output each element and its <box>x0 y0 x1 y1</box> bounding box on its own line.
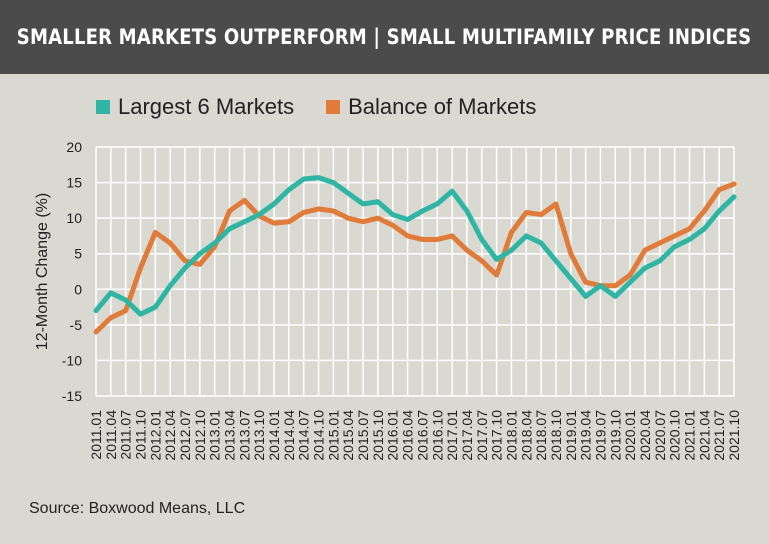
legend-label: Balance of Markets <box>348 94 537 119</box>
x-tick-label: 2021.07 <box>711 410 727 461</box>
x-tick-label: 2015.10 <box>370 410 386 461</box>
x-tick-label: 2013.07 <box>236 410 252 461</box>
x-tick-label: 2012.01 <box>147 410 163 461</box>
x-tick-label: 2019.01 <box>563 410 579 461</box>
y-axis-label: 12-Month Change (%) <box>34 193 51 350</box>
x-tick-label: 2013.10 <box>251 410 267 461</box>
x-tick-label: 2021.10 <box>726 410 742 461</box>
legend-swatch <box>96 100 110 114</box>
y-tick-label: -5 <box>70 317 83 333</box>
x-tick-label: 2020.01 <box>622 410 638 461</box>
legend-item-largest-6: Largest 6 Markets <box>96 94 294 120</box>
y-tick-label: 0 <box>74 281 82 297</box>
header-bar: SMALLER MARKETS OUTPERFORM | SMALL MULTI… <box>0 0 769 74</box>
x-tick-label: 2021.04 <box>696 410 712 461</box>
x-tick-label: 2017.01 <box>444 410 460 461</box>
legend-swatch <box>326 100 341 114</box>
x-tick-label: 2013.01 <box>207 410 223 461</box>
y-tick-label: -10 <box>62 352 82 368</box>
x-tick-label: 2018.01 <box>503 410 519 461</box>
x-tick-label: 2015.01 <box>325 410 341 461</box>
x-tick-label: 2014.01 <box>266 410 282 461</box>
x-tick-label: 2015.04 <box>340 410 356 461</box>
x-tick-label: 2014.07 <box>296 410 312 461</box>
x-tick-label: 2012.07 <box>177 410 193 461</box>
x-tick-label: 2019.07 <box>592 410 608 461</box>
x-tick-label: 2011.04 <box>103 410 119 460</box>
x-tick-label: 2014.04 <box>281 410 297 461</box>
x-tick-label: 2020.07 <box>652 410 668 461</box>
x-tick-label: 2017.10 <box>489 410 505 461</box>
x-tick-label: 2020.04 <box>637 410 653 461</box>
x-tick-label: 2011.01 <box>88 410 104 460</box>
x-tick-label: 2019.10 <box>607 410 623 461</box>
y-tick-label: 20 <box>66 139 82 155</box>
x-tick-label: 2019.04 <box>578 410 594 461</box>
legend: Largest 6 Markets Balance of Markets <box>96 94 536 120</box>
x-tick-label: 2012.04 <box>162 410 178 461</box>
series-line-balance-of-markets <box>93 181 737 335</box>
x-tick-label: 2015.07 <box>355 410 371 461</box>
y-tick-label: 5 <box>74 246 82 262</box>
chart-title: SMALLER MARKETS OUTPERFORM | SMALL MULTI… <box>17 25 752 49</box>
x-tick-label: 2017.07 <box>474 410 490 461</box>
legend-label: Largest 6 Markets <box>118 94 295 119</box>
source-note: Source: Boxwood Means, LLC <box>29 500 246 517</box>
x-tick-label: 2013.04 <box>222 410 238 461</box>
x-tick-label: 2020.10 <box>667 410 683 461</box>
x-tick-label: 2016.10 <box>429 410 445 461</box>
x-tick-label: 2018.07 <box>533 410 549 461</box>
x-tick-label: 2016.07 <box>414 410 430 461</box>
x-tick-label: 2014.10 <box>311 410 327 461</box>
legend-item-balance: Balance of Markets <box>326 94 536 120</box>
y-tick-label: 15 <box>66 175 82 191</box>
x-tick-label: 2016.01 <box>385 410 401 461</box>
x-tick-label: 2017.04 <box>459 410 475 461</box>
x-tick-label: 2021.01 <box>681 410 697 461</box>
series-line-largest-6-markets <box>93 175 737 317</box>
y-tick-label: -15 <box>62 388 82 404</box>
x-tick-label: 2018.10 <box>548 410 564 461</box>
x-tick-label: 2011.10 <box>133 410 149 460</box>
y-tick-label: 10 <box>66 210 82 226</box>
x-tick-label: 2012.10 <box>192 410 208 461</box>
x-tick-label: 2016.04 <box>400 410 416 461</box>
x-tick-label: 2011.07 <box>118 410 134 460</box>
x-tick-label: 2018.04 <box>518 410 534 461</box>
